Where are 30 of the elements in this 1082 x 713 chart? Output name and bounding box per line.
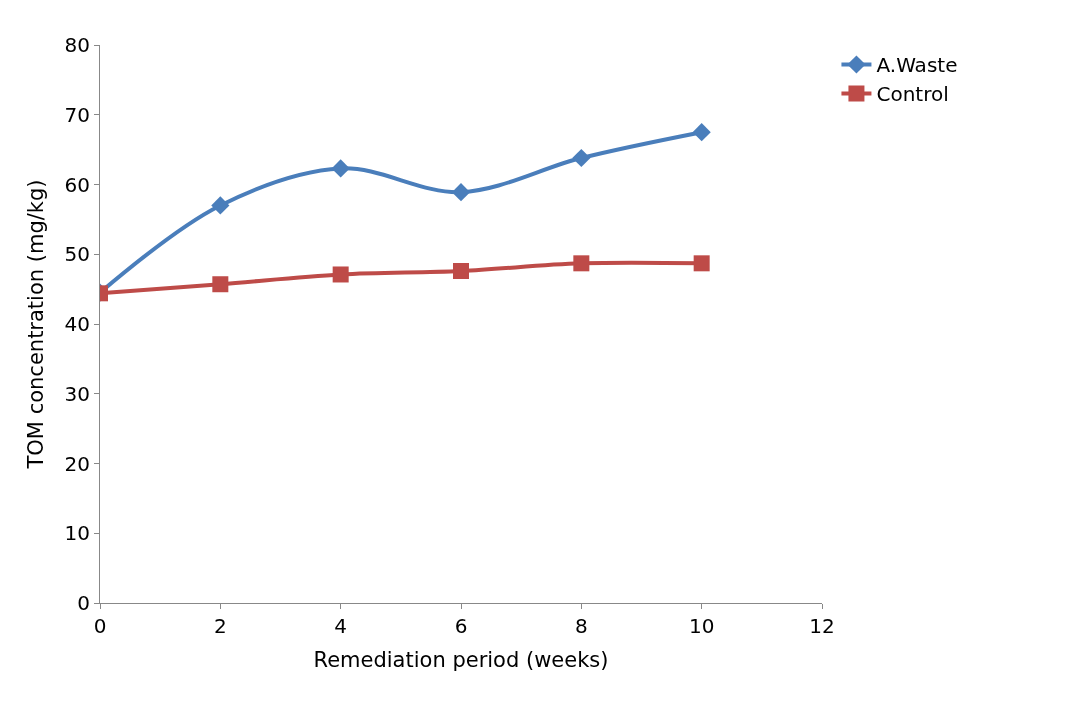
x-tick-label: 8 [574, 614, 588, 638]
point [572, 148, 591, 168]
y-tick-label: 20 [64, 451, 90, 476]
point [332, 266, 349, 283]
x-tick-label: 12 [809, 614, 835, 638]
point [212, 276, 229, 293]
point [693, 255, 710, 272]
point [211, 196, 230, 215]
y-axis-title: TOM concentration (mg/kg) [23, 179, 48, 470]
y-tick-label: 80 [64, 33, 90, 57]
x-tick-label: 10 [688, 614, 715, 638]
legend-label: A.Waste [876, 53, 958, 78]
point [573, 255, 590, 272]
x-tick-label: 2 [213, 614, 227, 638]
legend-label: Control [876, 82, 949, 107]
x-tick-label: 0 [93, 614, 107, 638]
x-tick-label: 6 [454, 614, 468, 638]
y-tick-label: 60 [64, 172, 90, 197]
point [331, 159, 350, 178]
x-tick-label: 4 [334, 614, 348, 638]
y-tick-label: 10 [64, 521, 90, 546]
y-tick-label: 70 [64, 102, 90, 127]
point [453, 262, 469, 279]
y-tick-label: 50 [64, 242, 90, 267]
x-axis-title: Remediation period (weeks) [313, 648, 609, 673]
y-tick-label: 30 [64, 381, 90, 406]
point [692, 123, 711, 142]
y-tick-label: 0 [77, 591, 90, 615]
y-tick-label: 40 [64, 312, 90, 336]
point [451, 183, 471, 202]
